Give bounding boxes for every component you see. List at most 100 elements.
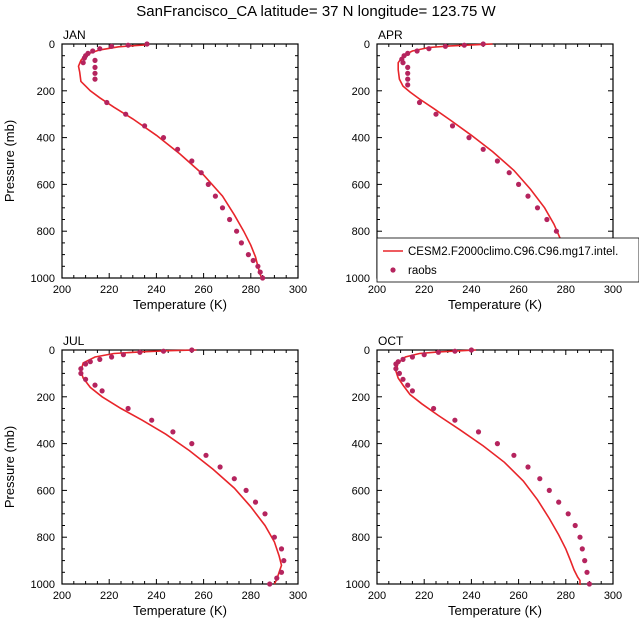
x-tick-label: 260 bbox=[194, 284, 212, 296]
raobs-point bbox=[431, 405, 437, 412]
raobs-point bbox=[97, 356, 103, 362]
raobs-point bbox=[409, 354, 415, 360]
y-tick-label: 0 bbox=[49, 345, 55, 357]
x-tick-label: 300 bbox=[289, 590, 307, 602]
raobs-point bbox=[250, 257, 256, 264]
x-axis-label: Temperature (K) bbox=[133, 297, 227, 312]
y-tick-label: 800 bbox=[37, 226, 55, 238]
x-tick-label: 220 bbox=[100, 590, 118, 602]
raobs-point bbox=[572, 522, 578, 529]
x-tick-label: 280 bbox=[557, 590, 575, 602]
raobs-point bbox=[278, 569, 285, 575]
raobs-point bbox=[109, 354, 115, 360]
raobs-point bbox=[553, 228, 560, 234]
panel-title: APR bbox=[378, 28, 403, 42]
panel-jul: 200 220 240 260 280 300 0 200 400 600 800 1000 JUL Te… bbox=[2, 334, 307, 618]
raobs-point bbox=[262, 511, 268, 517]
panel-oct: 200 220 240 260 280 300 0 200 400 600 800 1000 OCT Te… bbox=[346, 334, 623, 618]
raobs-point bbox=[97, 46, 103, 52]
y-tick-label: 1000 bbox=[346, 273, 370, 285]
raobs-point bbox=[396, 370, 402, 376]
raobs-point bbox=[586, 581, 593, 587]
x-tick-label: 300 bbox=[289, 284, 307, 296]
plot-frame bbox=[376, 349, 614, 585]
raobs-point bbox=[149, 417, 155, 423]
y-tick-label: 600 bbox=[352, 179, 370, 191]
legend-box bbox=[376, 237, 639, 283]
y-tick-label: 200 bbox=[352, 86, 370, 98]
raobs-point bbox=[468, 347, 474, 353]
y-axis-label: Pressure (mb) bbox=[2, 426, 17, 508]
raobs-point bbox=[257, 269, 263, 275]
raobs-point bbox=[120, 352, 126, 358]
x-tick-label: 240 bbox=[462, 284, 480, 296]
raobs-point bbox=[405, 64, 411, 70]
y-tick-label: 400 bbox=[37, 439, 55, 451]
raobs-point bbox=[475, 429, 482, 435]
raobs-point bbox=[409, 388, 415, 394]
raobs-point bbox=[405, 82, 411, 88]
raobs-point bbox=[400, 356, 406, 362]
x-tick-label: 240 bbox=[147, 284, 165, 296]
raobs-point bbox=[160, 348, 167, 354]
panel-title: JAN bbox=[63, 28, 86, 42]
raobs-point bbox=[433, 111, 439, 117]
raobs-point bbox=[546, 487, 552, 493]
raobs-point bbox=[461, 42, 467, 48]
raobs-point bbox=[442, 43, 448, 49]
raobs-point bbox=[452, 417, 458, 423]
panel-title: OCT bbox=[378, 334, 404, 348]
raobs-point bbox=[274, 575, 280, 581]
legend-model-label: CESM2.F2000climo.C96.C96.mg17.intel. bbox=[408, 246, 618, 258]
raobs-point bbox=[125, 405, 131, 412]
x-tick-label: 300 bbox=[604, 590, 622, 602]
panel-title: JUL bbox=[63, 334, 85, 348]
legend-obs-label: raobs bbox=[408, 265, 437, 277]
y-tick-label: 200 bbox=[37, 86, 55, 98]
x-tick-label: 220 bbox=[415, 590, 433, 602]
raobs-point bbox=[421, 352, 427, 358]
raobs-point bbox=[90, 48, 96, 54]
raobs-point bbox=[92, 64, 98, 70]
raobs-point bbox=[219, 205, 226, 211]
raobs-point bbox=[231, 476, 237, 482]
raobs-point bbox=[189, 158, 195, 164]
raobs-point bbox=[175, 146, 181, 152]
y-tick-label: 0 bbox=[364, 39, 370, 51]
raobs-point bbox=[537, 476, 543, 482]
raobs-point bbox=[267, 581, 273, 587]
legend-obs-swatch bbox=[390, 267, 396, 273]
raobs-point bbox=[516, 181, 522, 187]
raobs-point bbox=[83, 361, 89, 367]
x-tick-label: 220 bbox=[415, 284, 433, 296]
raobs-point bbox=[405, 382, 411, 388]
raobs-point bbox=[577, 534, 583, 540]
y-tick-label: 1000 bbox=[346, 579, 370, 591]
raobs-point bbox=[405, 70, 411, 76]
raobs-point bbox=[227, 216, 233, 223]
raobs-point bbox=[87, 359, 93, 365]
y-axis-label: Pressure (mb) bbox=[2, 120, 17, 202]
y-tick-label: 200 bbox=[37, 392, 55, 404]
raobs-point bbox=[584, 569, 590, 575]
raobs-point bbox=[281, 558, 287, 564]
raobs-point bbox=[494, 441, 500, 447]
x-tick-label: 220 bbox=[100, 284, 118, 296]
raobs-point bbox=[452, 348, 458, 354]
panels: 200 220 240 260 280 300 0 200 400 600 800 1000 JAN Te… bbox=[2, 28, 622, 618]
y-tick-label: 600 bbox=[37, 485, 55, 497]
x-tick-label: 260 bbox=[509, 590, 527, 602]
x-tick-label: 240 bbox=[462, 590, 480, 602]
x-tick-label: 280 bbox=[242, 284, 260, 296]
raobs-point bbox=[125, 42, 131, 48]
x-axis-label: Temperature (K) bbox=[448, 297, 542, 312]
raobs-point bbox=[393, 361, 399, 367]
raobs-point bbox=[104, 99, 110, 106]
raobs-point bbox=[160, 135, 167, 141]
raobs-point bbox=[525, 193, 531, 199]
raobs-point bbox=[466, 135, 472, 141]
x-axis-label: Temperature (K) bbox=[133, 603, 227, 618]
raobs-point bbox=[212, 193, 218, 199]
raobs-point bbox=[414, 48, 420, 54]
